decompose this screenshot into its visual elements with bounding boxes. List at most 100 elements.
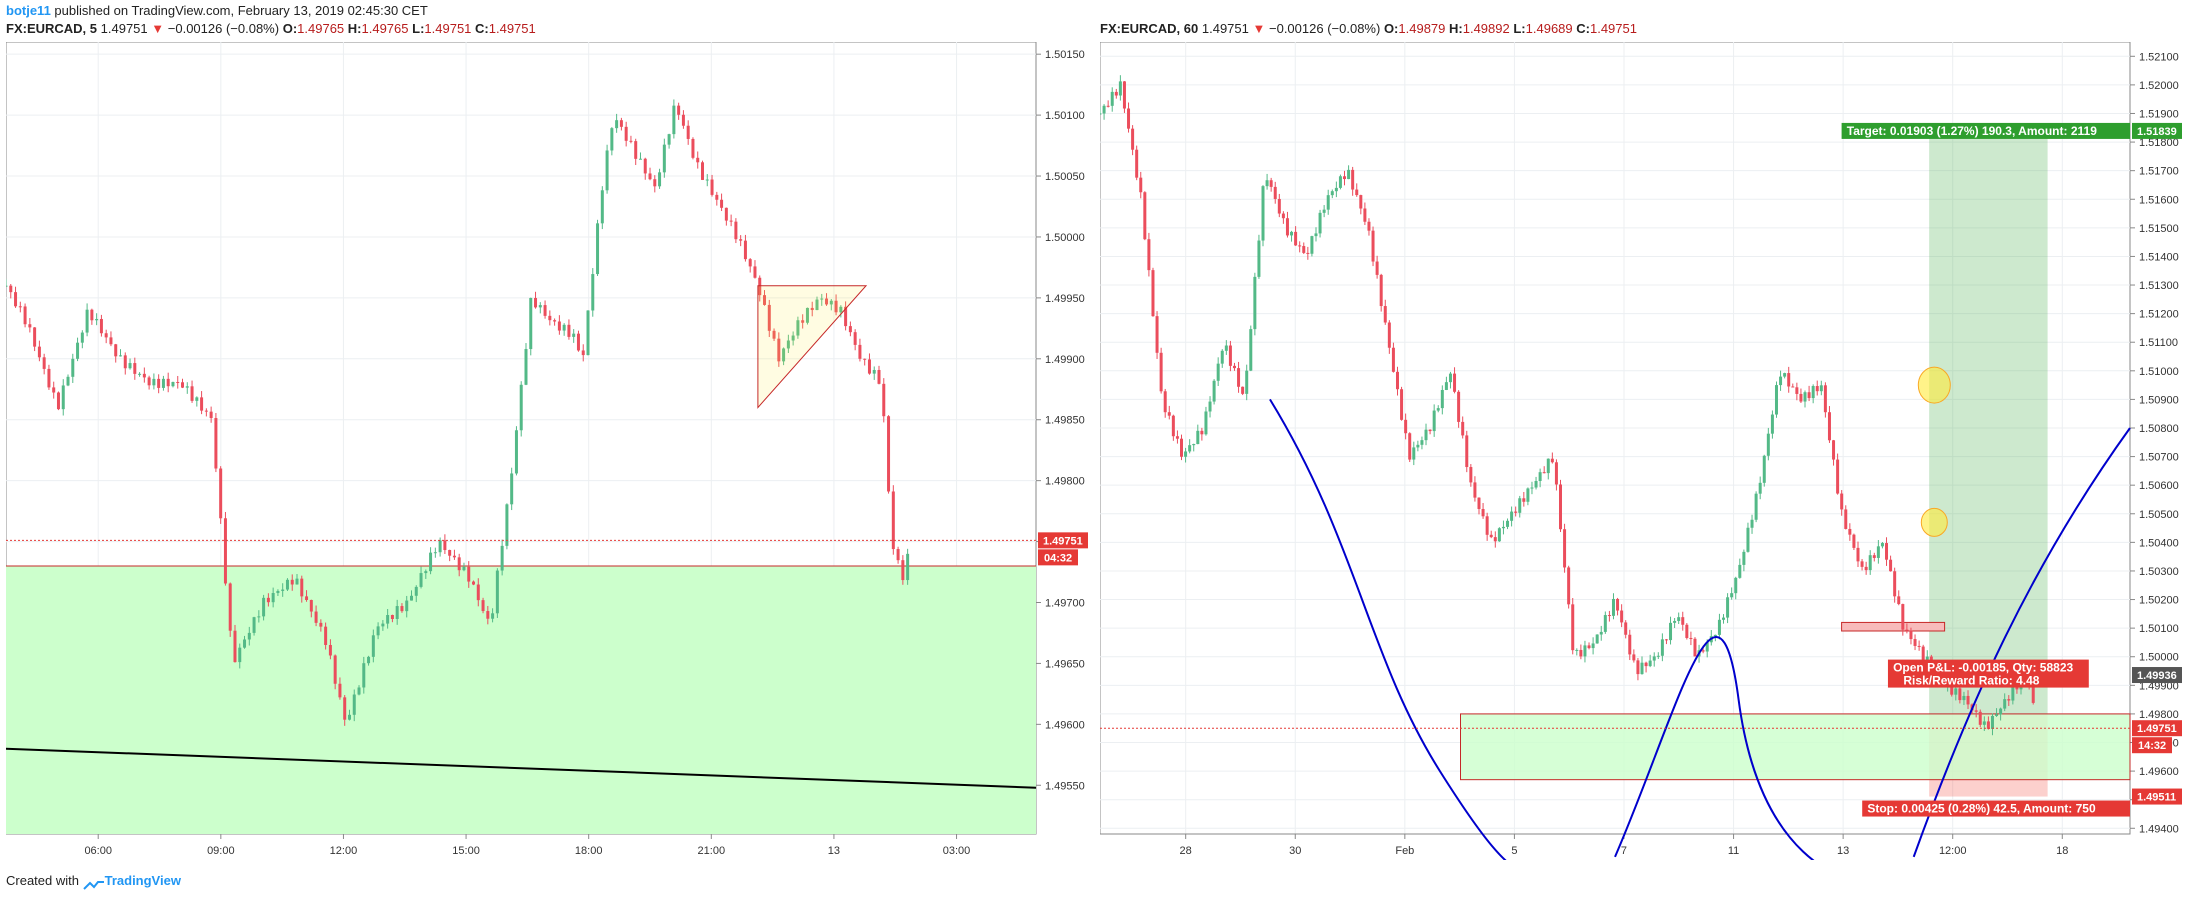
candle-body [1481, 508, 1485, 517]
candle-body [76, 342, 80, 359]
candle-body [906, 553, 910, 581]
candle-body [71, 358, 75, 377]
candle-body [1746, 527, 1750, 552]
candle-body [1224, 345, 1228, 351]
candle-body [681, 114, 685, 126]
candle-body [266, 597, 270, 603]
right-low-label: L: [1513, 21, 1526, 36]
candle-body [1208, 401, 1212, 412]
candle-body [1273, 186, 1277, 199]
right-chart[interactable]: 1.52100 1.52000 1.51900 1.51800 1.51700 1.516… [1100, 42, 2188, 860]
candle-body [247, 632, 251, 640]
candle-body [1689, 637, 1693, 639]
candle-body [209, 411, 213, 419]
right-symbol: FX:EURCAD, 60 [1100, 21, 1199, 36]
candle-body [1542, 472, 1546, 474]
candle-body [1717, 619, 1721, 635]
candle-body [1921, 646, 1925, 661]
candle-body [1175, 436, 1179, 439]
right-down-arrow-icon: ▼ [1252, 21, 1266, 36]
pnl-box [1887, 659, 2089, 688]
candle-body [161, 378, 165, 388]
countdown-label: 14:32 [2138, 740, 2166, 752]
candle-body [1355, 189, 1359, 196]
entry-price-label: 1.49936 [2137, 670, 2177, 682]
candle-body [662, 144, 666, 173]
candle-body [782, 348, 786, 362]
candle-body [2003, 699, 2007, 709]
right-chart-legend: FX:EURCAD, 60 1.49751 ▼ −0.00126 (−0.08%… [1100, 20, 1637, 38]
candle-body [1261, 186, 1265, 241]
candle-body [1766, 433, 1770, 456]
publisher-username[interactable]: botje11 [6, 3, 51, 18]
left-chart-legend: FX:EURCAD, 5 1.49751 ▼ −0.00126 (−0.08%)… [6, 20, 536, 38]
candle-body [1966, 695, 1970, 705]
left-low-label: L: [412, 21, 425, 36]
candle-body [1579, 649, 1583, 657]
candle-body [1640, 662, 1644, 675]
candle-body [1583, 645, 1587, 657]
candle-body [1228, 345, 1232, 366]
candle-body [176, 381, 180, 383]
candle-body [734, 221, 738, 240]
candle-body [419, 573, 423, 587]
candle-body [1147, 239, 1151, 271]
candle-body [166, 378, 170, 387]
candle-body [204, 410, 208, 412]
y-tick-label: 1.51000 [2139, 366, 2179, 378]
right-high: 1.49892 [1462, 21, 1510, 36]
candle-body [1526, 488, 1530, 502]
left-chart[interactable]: 1.50150 1.50100 1.50050 1.50000 1.49950 1.499… [6, 42, 1094, 860]
candle-body [1347, 169, 1351, 180]
candle-body [1901, 604, 1905, 630]
candle-body [328, 644, 332, 656]
candle-body [386, 615, 390, 624]
candle-body [1269, 180, 1273, 187]
candle-body [243, 639, 247, 648]
y-tick-label: 1.49600 [2139, 766, 2179, 778]
footer-brand[interactable]: TradingView [104, 873, 181, 888]
candle-body [805, 307, 809, 323]
candle-body [1795, 387, 1799, 394]
candle-body [1758, 482, 1762, 494]
candle-body [1591, 643, 1595, 649]
candle-body [2011, 685, 2015, 701]
candle-body [257, 616, 261, 618]
candle-body [600, 190, 604, 224]
candle-body [1249, 329, 1253, 371]
candle-body [1106, 105, 1110, 107]
candle-body [1114, 91, 1118, 96]
candle-body [1139, 177, 1143, 193]
candle-body [848, 326, 852, 333]
candle-body [1791, 386, 1795, 388]
candle-body [1681, 617, 1685, 625]
candle-body [1432, 410, 1436, 432]
x-tick-label: 5 [1511, 845, 1517, 857]
candle-body [1285, 218, 1289, 236]
candle-body [309, 599, 313, 612]
candle-body [1477, 497, 1481, 509]
candle-body [581, 350, 585, 356]
candle-body [1155, 316, 1159, 353]
candle-body [1200, 430, 1204, 435]
candle-body [1510, 511, 1514, 521]
footer: Created with TradingView [6, 872, 181, 890]
candle-body [1379, 274, 1383, 307]
candle-body [1958, 688, 1962, 701]
price-tag-label: 1.49751 [1043, 535, 1083, 547]
candle-body [2015, 685, 2019, 690]
candle-body [1787, 373, 1791, 387]
candle-body [629, 140, 633, 142]
candle-body [1167, 412, 1171, 416]
y-tick-label: 1.49700 [1045, 597, 1085, 609]
candle-body [495, 570, 499, 614]
candle-body [1962, 695, 1966, 701]
candle-body [1607, 615, 1611, 617]
candle-body [1730, 593, 1734, 598]
candle-body [1416, 444, 1420, 448]
candle-body [171, 381, 175, 387]
candle-body [1448, 373, 1452, 383]
candle-body [1298, 245, 1302, 247]
candle-body [844, 306, 848, 327]
candle-body [147, 377, 151, 386]
